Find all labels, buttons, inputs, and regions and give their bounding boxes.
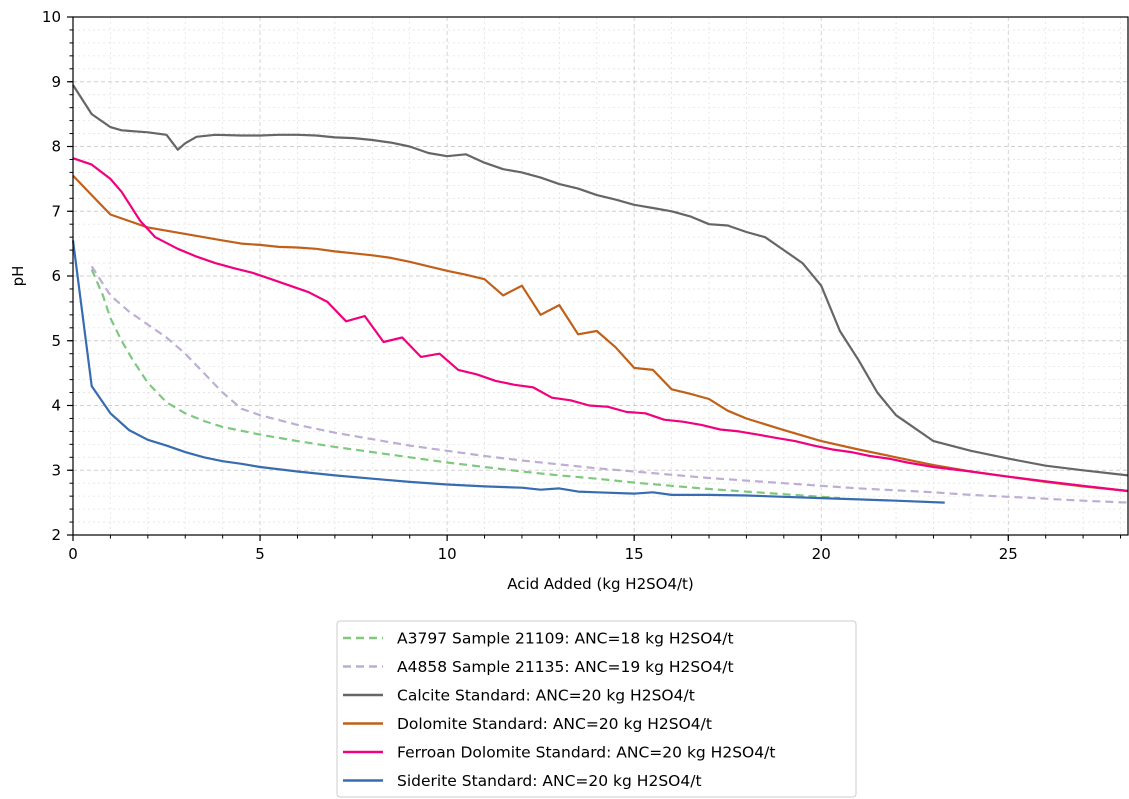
axes-layer: 0 5 10 15 20 25 2 3 4 5 6 7 8 9 10 — [42, 8, 1129, 563]
y-tick-label: 7 — [51, 202, 61, 220]
series-line-2 — [90, 265, 1129, 504]
legend-box — [336, 620, 857, 798]
y-tick-label: 4 — [51, 397, 61, 415]
series-line-6 — [71, 240, 945, 504]
x-tick-label: 5 — [255, 545, 265, 563]
y-tick-label: 5 — [51, 332, 61, 350]
y-tick-label: 9 — [51, 73, 61, 91]
x-tick-label: 20 — [812, 545, 831, 563]
series-line-4 — [72, 174, 1129, 493]
x-tick-label: 15 — [625, 545, 644, 563]
legend-label-6: Siderite Standard: ANC=20 kg H2SO4/t — [397, 772, 702, 790]
series-line-3 — [72, 84, 1129, 477]
legend-label-3: Calcite Standard: ANC=20 kg H2SO4/t — [397, 687, 695, 705]
series-layer — [71, 84, 1129, 504]
legend-label-1: A3797 Sample 21109: ANC=18 kg H2SO4/t — [397, 630, 734, 648]
y-tick-label: 3 — [51, 461, 61, 479]
y-tick-label: 2 — [51, 526, 61, 544]
series-line-5 — [72, 157, 1129, 493]
legend: A3797 Sample 21109: ANC=18 kg H2SO4/t A48… — [336, 620, 857, 798]
x-tick-label: 25 — [999, 545, 1018, 563]
grid-layer — [72, 16, 1128, 536]
x-tick-label: 0 — [68, 545, 78, 563]
legend-label-4: Dolomite Standard: ANC=20 kg H2SO4/t — [397, 715, 712, 733]
y-tick-label: 8 — [51, 138, 61, 156]
series-line-1 — [90, 269, 840, 500]
legend-label-2: A4858 Sample 21135: ANC=19 kg H2SO4/t — [397, 658, 734, 676]
x-tick-label: 10 — [438, 545, 457, 563]
legend-label-5: Ferroan Dolomite Standard: ANC=20 kg H2S… — [397, 744, 775, 762]
y-axis-label: pH — [9, 266, 27, 287]
x-axis-label: Acid Added (kg H2SO4/t) — [507, 575, 694, 593]
y-tick-label: 10 — [42, 8, 61, 26]
y-tick-label: 6 — [51, 267, 61, 285]
